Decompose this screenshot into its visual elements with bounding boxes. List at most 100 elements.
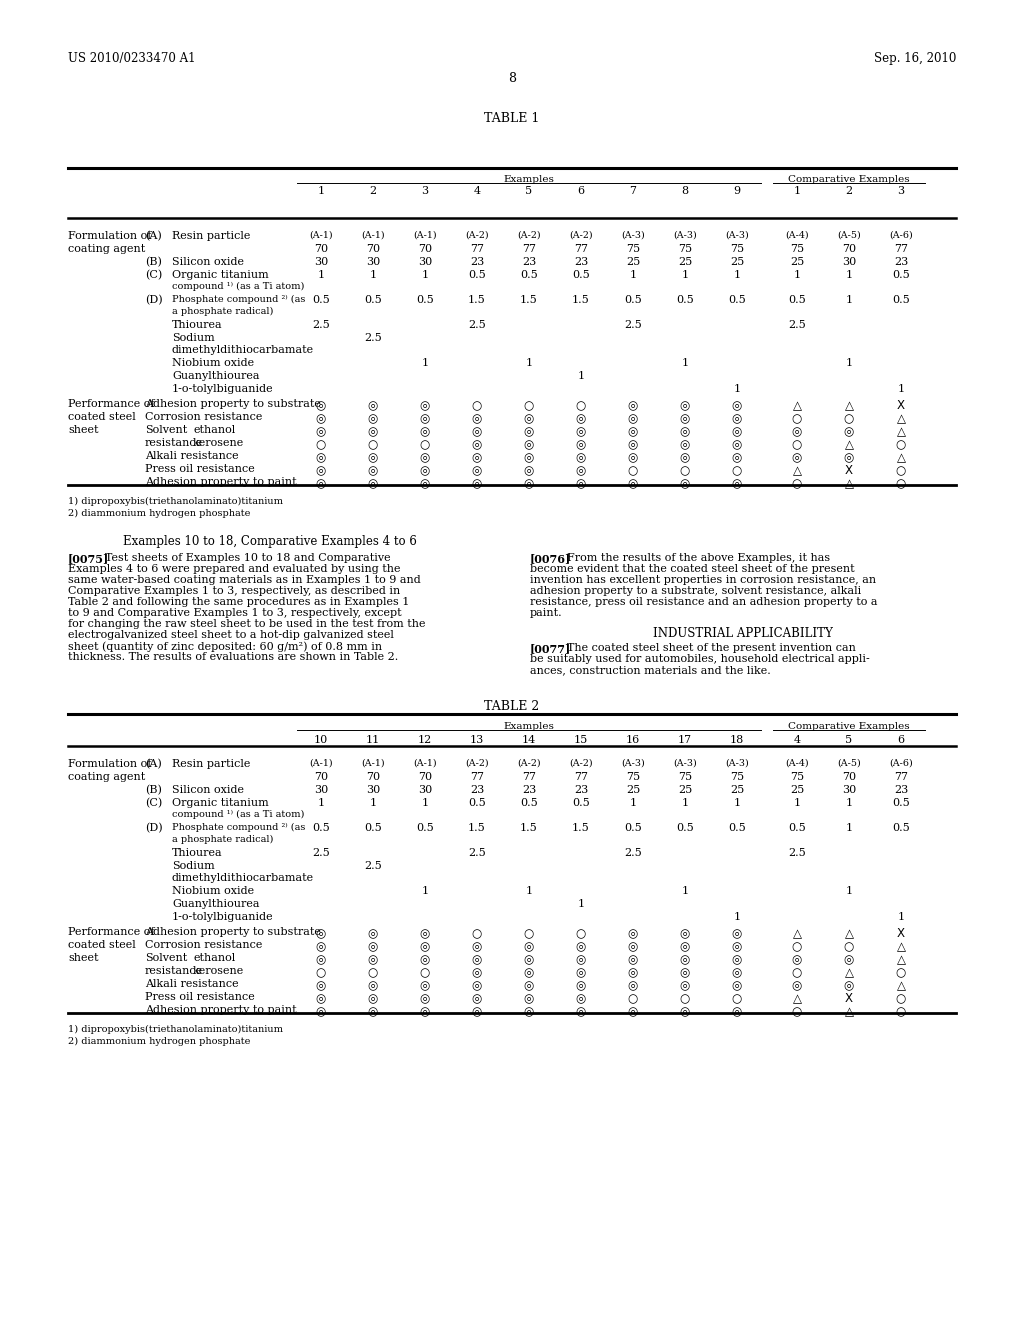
Text: 1: 1 [846, 294, 853, 305]
Text: From the results of the above Examples, it has: From the results of the above Examples, … [567, 553, 830, 564]
Text: ◎: ◎ [732, 425, 742, 438]
Text: 0.5: 0.5 [624, 294, 642, 305]
Text: ◎: ◎ [628, 979, 638, 993]
Text: Organic titanium: Organic titanium [172, 271, 268, 280]
Text: 6: 6 [578, 186, 585, 195]
Text: Performance of: Performance of [68, 399, 155, 409]
Text: △: △ [896, 425, 905, 438]
Text: 30: 30 [418, 785, 432, 795]
Text: ◎: ◎ [420, 940, 430, 953]
Text: 12: 12 [418, 735, 432, 744]
Text: ◎: ◎ [524, 477, 535, 490]
Text: Adhesion property to substrate: Adhesion property to substrate [145, 927, 321, 937]
Text: (A-2): (A-2) [517, 759, 541, 768]
Text: (B): (B) [145, 257, 162, 268]
Text: ◎: ◎ [732, 1005, 742, 1018]
Text: Niobium oxide: Niobium oxide [172, 358, 254, 368]
Text: 23: 23 [573, 785, 588, 795]
Text: Phosphate compound ²⁾ (as: Phosphate compound ²⁾ (as [172, 294, 305, 304]
Text: ◎: ◎ [368, 927, 378, 940]
Text: ◎: ◎ [732, 953, 742, 966]
Text: 1: 1 [846, 358, 853, 368]
Text: 23: 23 [522, 257, 537, 267]
Text: ◎: ◎ [628, 927, 638, 940]
Text: ◎: ◎ [420, 979, 430, 993]
Text: (A-2): (A-2) [465, 231, 488, 240]
Text: 1: 1 [794, 186, 801, 195]
Text: ◎: ◎ [732, 412, 742, 425]
Text: ◎: ◎ [680, 966, 690, 979]
Text: 0.5: 0.5 [728, 294, 745, 305]
Text: Corrosion resistance: Corrosion resistance [145, 412, 262, 422]
Text: (A-2): (A-2) [569, 759, 593, 768]
Text: Organic titanium: Organic titanium [172, 799, 268, 808]
Text: 70: 70 [314, 772, 328, 781]
Text: Test sheets of Examples 10 to 18 and Comparative: Test sheets of Examples 10 to 18 and Com… [105, 553, 390, 564]
Text: ◎: ◎ [524, 412, 535, 425]
Text: 1) dipropoxybis(triethanolaminato)titanium: 1) dipropoxybis(triethanolaminato)titani… [68, 498, 283, 506]
Text: (D): (D) [145, 294, 163, 305]
Text: ◎: ◎ [575, 438, 586, 451]
Text: ○: ○ [575, 927, 586, 940]
Text: 0.5: 0.5 [892, 271, 910, 280]
Text: 1: 1 [846, 799, 853, 808]
Text: 1: 1 [681, 886, 688, 896]
Text: 1: 1 [630, 799, 637, 808]
Text: ◎: ◎ [472, 993, 482, 1005]
Text: △: △ [896, 412, 905, 425]
Text: 25: 25 [678, 785, 692, 795]
Text: ○: ○ [575, 399, 586, 412]
Text: Solvent: Solvent [145, 425, 187, 436]
Text: Alkali resistance: Alkali resistance [145, 451, 239, 461]
Text: ○: ○ [472, 927, 482, 940]
Text: US 2010/0233470 A1: US 2010/0233470 A1 [68, 51, 196, 65]
Text: Solvent: Solvent [145, 953, 187, 964]
Text: 5: 5 [525, 186, 532, 195]
Text: 75: 75 [626, 244, 640, 253]
Text: 7: 7 [630, 186, 637, 195]
Text: ○: ○ [732, 465, 742, 477]
Text: ◎: ◎ [368, 451, 378, 465]
Text: 2) diammonium hydrogen phosphate: 2) diammonium hydrogen phosphate [68, 1038, 251, 1047]
Text: 16: 16 [626, 735, 640, 744]
Text: ◎: ◎ [575, 993, 586, 1005]
Text: 1: 1 [317, 186, 325, 195]
Text: 9: 9 [733, 186, 740, 195]
Text: (A-1): (A-1) [414, 231, 437, 240]
Text: Silicon oxide: Silicon oxide [172, 257, 244, 267]
Text: ◎: ◎ [472, 953, 482, 966]
Text: (C): (C) [145, 799, 162, 808]
Text: 1: 1 [846, 886, 853, 896]
Text: 0.5: 0.5 [624, 822, 642, 833]
Text: 75: 75 [678, 244, 692, 253]
Text: ◎: ◎ [680, 399, 690, 412]
Text: ◎: ◎ [575, 979, 586, 993]
Text: ◎: ◎ [680, 979, 690, 993]
Text: 0.5: 0.5 [892, 294, 910, 305]
Text: △: △ [845, 477, 853, 490]
Text: 0.5: 0.5 [676, 294, 694, 305]
Text: ◎: ◎ [680, 412, 690, 425]
Text: ◎: ◎ [524, 979, 535, 993]
Text: Sep. 16, 2010: Sep. 16, 2010 [873, 51, 956, 65]
Text: ◎: ◎ [368, 399, 378, 412]
Text: ○: ○ [792, 940, 802, 953]
Text: adhesion property to a substrate, solvent resistance, alkali: adhesion property to a substrate, solven… [530, 586, 861, 597]
Text: ◎: ◎ [315, 1005, 326, 1018]
Text: ○: ○ [628, 993, 638, 1005]
Text: ◎: ◎ [575, 477, 586, 490]
Text: (A-5): (A-5) [838, 759, 861, 768]
Text: 23: 23 [522, 785, 537, 795]
Text: ◎: ◎ [315, 477, 326, 490]
Text: (A-2): (A-2) [569, 231, 593, 240]
Text: ◎: ◎ [368, 1005, 378, 1018]
Text: ○: ○ [680, 993, 690, 1005]
Text: 2.5: 2.5 [468, 319, 485, 330]
Text: ◎: ◎ [524, 940, 535, 953]
Text: ◎: ◎ [315, 927, 326, 940]
Text: ○: ○ [844, 412, 854, 425]
Text: coating agent: coating agent [68, 244, 145, 253]
Text: ◎: ◎ [844, 451, 854, 465]
Text: 1: 1 [681, 799, 688, 808]
Text: 2: 2 [370, 186, 377, 195]
